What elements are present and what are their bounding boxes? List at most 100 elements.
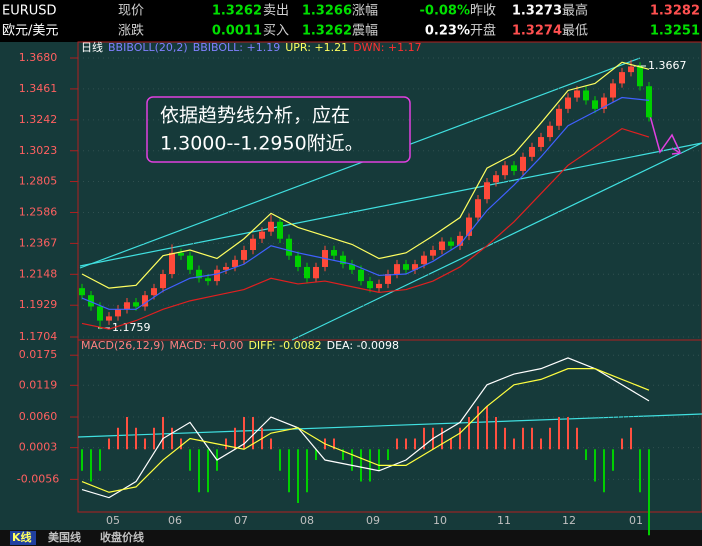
header-value: 1.3262 — [302, 24, 352, 39]
candle-body — [403, 264, 409, 270]
candle-body — [187, 255, 193, 270]
candle-body — [115, 309, 121, 317]
candle-body — [250, 238, 256, 251]
candle-body — [484, 182, 490, 200]
candle-body — [178, 252, 184, 256]
candle-body — [529, 146, 535, 157]
x-tick-label: 09 — [366, 514, 380, 527]
y-tick-label: 1.3461 — [19, 82, 58, 95]
header-label: 涨幅 — [352, 4, 378, 19]
candle-body — [547, 125, 553, 138]
x-tick-label: 08 — [300, 514, 314, 527]
line-series — [81, 368, 650, 493]
header-label: 震幅 — [352, 24, 378, 39]
candle-body — [619, 72, 625, 84]
trend-line — [79, 57, 641, 269]
header-label: 最高 — [562, 3, 588, 19]
y-tick-label: 1.1929 — [19, 298, 58, 311]
candle-body — [340, 255, 346, 265]
header-value: 欧元/美元 — [2, 24, 58, 39]
candle-body — [232, 259, 238, 267]
line-series — [81, 61, 650, 289]
header-label: 买入 — [263, 24, 289, 39]
tab[interactable]: 收盘价线 — [100, 530, 144, 544]
candle-body — [286, 238, 292, 256]
candle-body — [97, 306, 103, 321]
candle-body — [511, 165, 517, 171]
candle-body — [556, 108, 562, 126]
candle-body — [268, 221, 274, 232]
header-value: 1.3274 — [512, 24, 562, 39]
candle-body — [376, 283, 382, 289]
legend-item: DWN: +1.17 — [353, 41, 422, 54]
header-label: 涨跌 — [118, 23, 144, 39]
y-tick-label: 1.2148 — [19, 267, 58, 280]
legend-item: BBIBOLL(20,2) — [108, 41, 188, 54]
candle-body — [214, 269, 220, 282]
candle-body — [241, 250, 247, 260]
candle-body — [475, 199, 481, 218]
candle-body — [124, 302, 130, 310]
candle-body — [313, 266, 319, 279]
candle-body — [106, 316, 112, 321]
header-value: EURUSD — [2, 4, 57, 19]
candle-body — [142, 295, 148, 307]
candle-body — [331, 250, 337, 256]
legend-item: DIFF: -0.0082 — [248, 339, 321, 352]
candle-body — [196, 269, 202, 279]
forecast-arrow — [671, 147, 683, 155]
candle-body — [538, 137, 544, 147]
candle-body — [502, 165, 508, 176]
tab[interactable]: K线 — [12, 530, 32, 544]
note-text: 1.3000--1.2950附近。 — [160, 133, 364, 155]
header-label: 卖出 — [263, 4, 289, 19]
candle-body — [223, 266, 229, 270]
legend-item: UPR: +1.21 — [285, 41, 348, 54]
tab[interactable]: 美国线 — [48, 530, 81, 544]
candle-body — [151, 288, 157, 296]
candle-body — [358, 269, 364, 282]
header-label: 开盘 — [470, 23, 496, 39]
candle-body — [457, 235, 463, 246]
candle-body — [412, 264, 418, 270]
x-tick-label: 01 — [629, 514, 643, 527]
y-tick-label: 1.2805 — [19, 175, 58, 188]
candle-body — [439, 241, 445, 251]
header-value: 1.3251 — [650, 24, 700, 39]
candle-body — [520, 156, 526, 171]
tab-active — [10, 531, 36, 545]
trend-line — [291, 142, 702, 341]
candle-body — [259, 231, 265, 239]
line-series — [81, 357, 650, 499]
header-value: 0.23% — [425, 24, 470, 39]
y-tick-label: 1.3242 — [19, 113, 58, 126]
candle-body — [637, 66, 643, 87]
candle-body — [277, 221, 283, 239]
candle-body — [79, 288, 85, 296]
candle-body — [583, 90, 589, 101]
header-bg — [0, 0, 702, 42]
candle-body — [88, 295, 94, 307]
legend-item: 日线 — [81, 40, 103, 54]
candle-body — [466, 217, 472, 236]
note-box — [146, 96, 411, 163]
candle-body — [592, 100, 598, 109]
header-value: 1.3273 — [512, 4, 562, 19]
header-label: 昨收 — [470, 4, 496, 19]
low-label: 1.1759 — [112, 321, 151, 334]
header-label: 现价 — [118, 4, 144, 19]
tab-bar — [0, 530, 702, 546]
candle-body — [610, 83, 616, 98]
forecast-path — [648, 111, 681, 154]
legend-item: MACD(26,12,9) — [81, 339, 165, 352]
legend-item: MACD: +0.00 — [170, 339, 244, 352]
note-text: 依据趋势线分析，应在 — [160, 105, 350, 127]
legend-item: DEA: -0.0098 — [327, 339, 399, 352]
x-tick-label: 06 — [168, 514, 182, 527]
candle-body — [646, 86, 652, 118]
candle-body — [430, 250, 436, 256]
header-value: 1.3262 — [212, 4, 262, 19]
candle-body — [295, 255, 301, 267]
header-value: 1.3266 — [302, 4, 352, 19]
